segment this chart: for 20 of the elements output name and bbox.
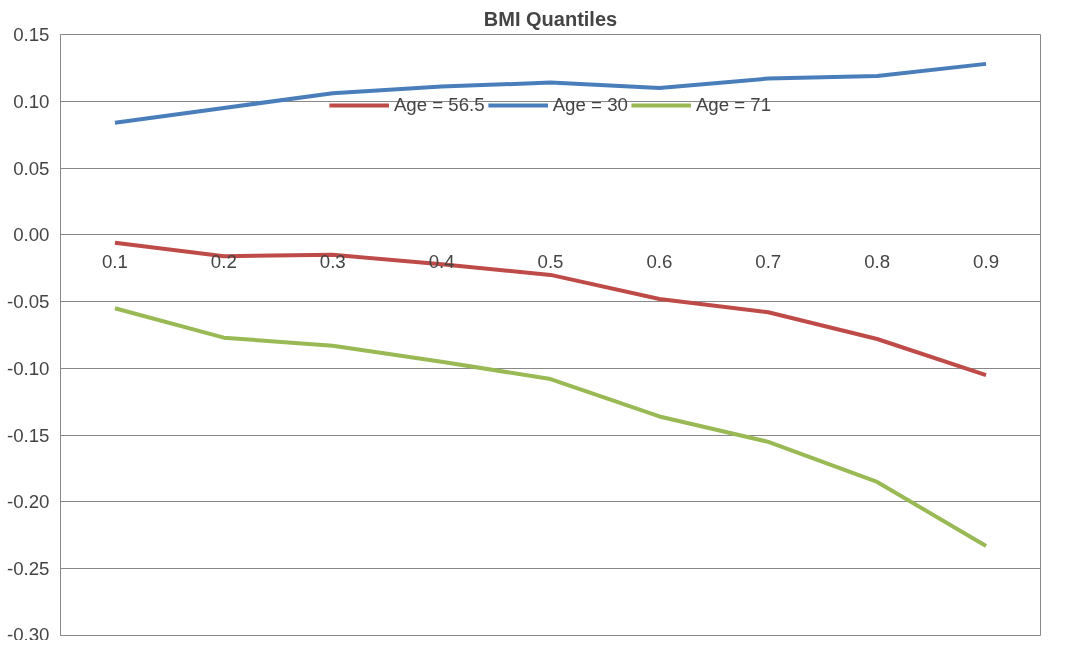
- chart-title: BMI Quantiles: [483, 7, 618, 30]
- y-tick-label: -0.25: [6, 558, 50, 580]
- x-tick-label: 0.3: [319, 250, 346, 272]
- x-tick-label: 0.9: [973, 250, 1000, 272]
- x-tick-label: 0.7: [755, 250, 782, 272]
- y-tick-label: 0.15: [13, 24, 50, 45]
- y-tick-label: -0.10: [6, 357, 50, 379]
- y-tick-label: 0.00: [13, 224, 50, 246]
- x-tick-label: 0.1: [101, 250, 128, 272]
- y-tick-label: -0.05: [6, 291, 50, 313]
- x-tick-label: 0.6: [646, 250, 673, 272]
- y-tick-label: 0.10: [13, 90, 50, 112]
- y-tick-label: -0.20: [6, 491, 50, 513]
- y-tick-label: 0.05: [13, 157, 50, 179]
- x-tick-label: 0.5: [537, 250, 564, 272]
- line-series: [112, 61, 989, 125]
- x-tick-label: 0.8: [864, 250, 891, 272]
- y-tick-label: -0.30: [6, 623, 50, 645]
- y-tick-label: -0.15: [6, 424, 50, 446]
- line-series: [112, 306, 989, 549]
